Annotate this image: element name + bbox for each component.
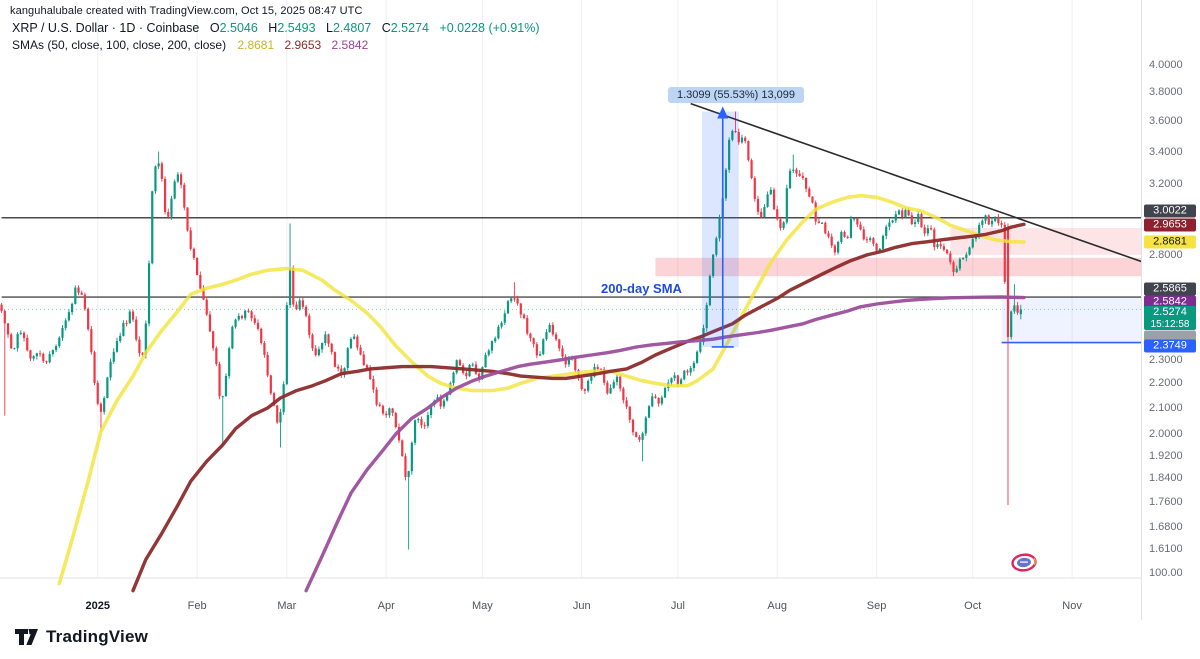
symbol-title[interactable]: XRP / U.S. Dollar · 1D · Coinbase (12, 21, 200, 35)
time-tick-label: Jul (670, 600, 685, 612)
month-gridlines (0, 0, 1141, 579)
close-value: 2.5274 (390, 21, 429, 35)
time-tick-label: Sep (866, 600, 887, 612)
time-tick-label: Oct (964, 600, 982, 612)
price-tick-label: 1.6100 (1149, 543, 1183, 556)
price-axis[interactable]: 4.0000 3.8000 3.6000 3.4000 3.2000 2.8000 2.30… (1141, 0, 1200, 620)
attribution-text: kanguhalubale created with TradingView.c… (10, 5, 363, 17)
open-value: 2.5046 (219, 21, 258, 35)
price-tick-label: 2.1000 (1149, 402, 1183, 415)
price-tick-label: 3.4000 (1149, 145, 1183, 158)
price-tick-label: 4.0000 (1149, 59, 1183, 71)
close-label: C (381, 21, 391, 35)
tradingview-logo[interactable]: TradingView (14, 626, 148, 647)
bar-countdown: 15:12:58 (1150, 319, 1190, 331)
price-level-label: 2.5865 (1144, 282, 1196, 296)
time-tick-label: Mar (277, 600, 297, 612)
price-level-label: 2.5274 15:12:58 (1144, 306, 1196, 331)
time-tick-label: Aug (767, 600, 788, 612)
price-tick-label: 2.2000 (1149, 377, 1183, 390)
price-level-label: 2.9653 (1144, 218, 1196, 232)
price-level-label: 2.5842 (1144, 295, 1196, 309)
sma-indicator-label[interactable]: SMAs (50, close, 100, close, 200, close) (12, 38, 227, 52)
price-range-measure-tool[interactable] (701, 106, 739, 348)
price-tick-label: 3.8000 (1149, 86, 1183, 99)
high-value: 2.5493 (277, 21, 316, 35)
price-chart-canvas[interactable] (0, 0, 1141, 620)
sma200-value: 2.5842 (331, 38, 369, 52)
price-tick-label: 1.9200 (1149, 449, 1183, 462)
price-level-label: 3.0022 (1144, 204, 1196, 218)
time-axis[interactable]: 2025 Feb Mar Apr May Jun Jul Aug Sep Oct Nov (0, 598, 1141, 622)
sma-lines[interactable] (57, 193, 1026, 593)
price-tick-label: 3.6000 (1149, 115, 1183, 128)
open-label: O (209, 21, 220, 35)
price-tick-label: 1.6800 (1149, 520, 1183, 533)
price-tick-label: 100.00 (1149, 567, 1183, 579)
sma100-value: 2.9653 (284, 38, 322, 52)
high-label: H (268, 21, 278, 35)
price-level-label: 2.8681 (1144, 235, 1196, 249)
stamp-sticker-icon (1010, 552, 1038, 573)
time-tick-label: Feb (187, 600, 207, 612)
price-tick-label: 3.2000 (1149, 177, 1183, 190)
time-tick-label: 2025 (85, 600, 110, 612)
sma50-value: 2.8681 (237, 38, 275, 52)
candlestick-series (0, 111, 1022, 550)
change-value: +0.0228 (+0.91%) (439, 21, 540, 35)
price-level-label (1144, 330, 1196, 342)
time-tick-label: May (471, 600, 493, 612)
price-tick-label: 2.3000 (1149, 353, 1183, 366)
sma-indicator-legend[interactable]: SMAs (50, close, 100, close, 200, close)… (12, 38, 368, 52)
price-tick-label: 1.7600 (1149, 496, 1183, 509)
price-range-measure-label[interactable]: 1.3099 (55.53%) 13,099 (667, 87, 805, 103)
descending-trendline[interactable] (690, 102, 1141, 263)
tradingview-logo-text: TradingView (46, 626, 149, 646)
time-tick-label: Jun (572, 600, 591, 612)
time-tick-label: Apr (377, 600, 395, 612)
price-tick-label: 1.8400 (1149, 472, 1183, 485)
low-value: 2.4807 (332, 21, 372, 35)
symbol-legend[interactable]: XRP / U.S. Dollar · 1D · Coinbase O2.504… (12, 21, 540, 35)
price-tick-label: 2.8000 (1149, 248, 1183, 261)
tradingview-logo-icon (15, 629, 38, 645)
price-tick-label: 2.0000 (1149, 428, 1183, 440)
time-tick-label: Nov (1062, 600, 1082, 612)
sma-note-annotation[interactable]: 200-day SMA (601, 281, 682, 296)
price-level-label: 2.3749 (1144, 339, 1196, 353)
low-label: L (326, 21, 333, 35)
